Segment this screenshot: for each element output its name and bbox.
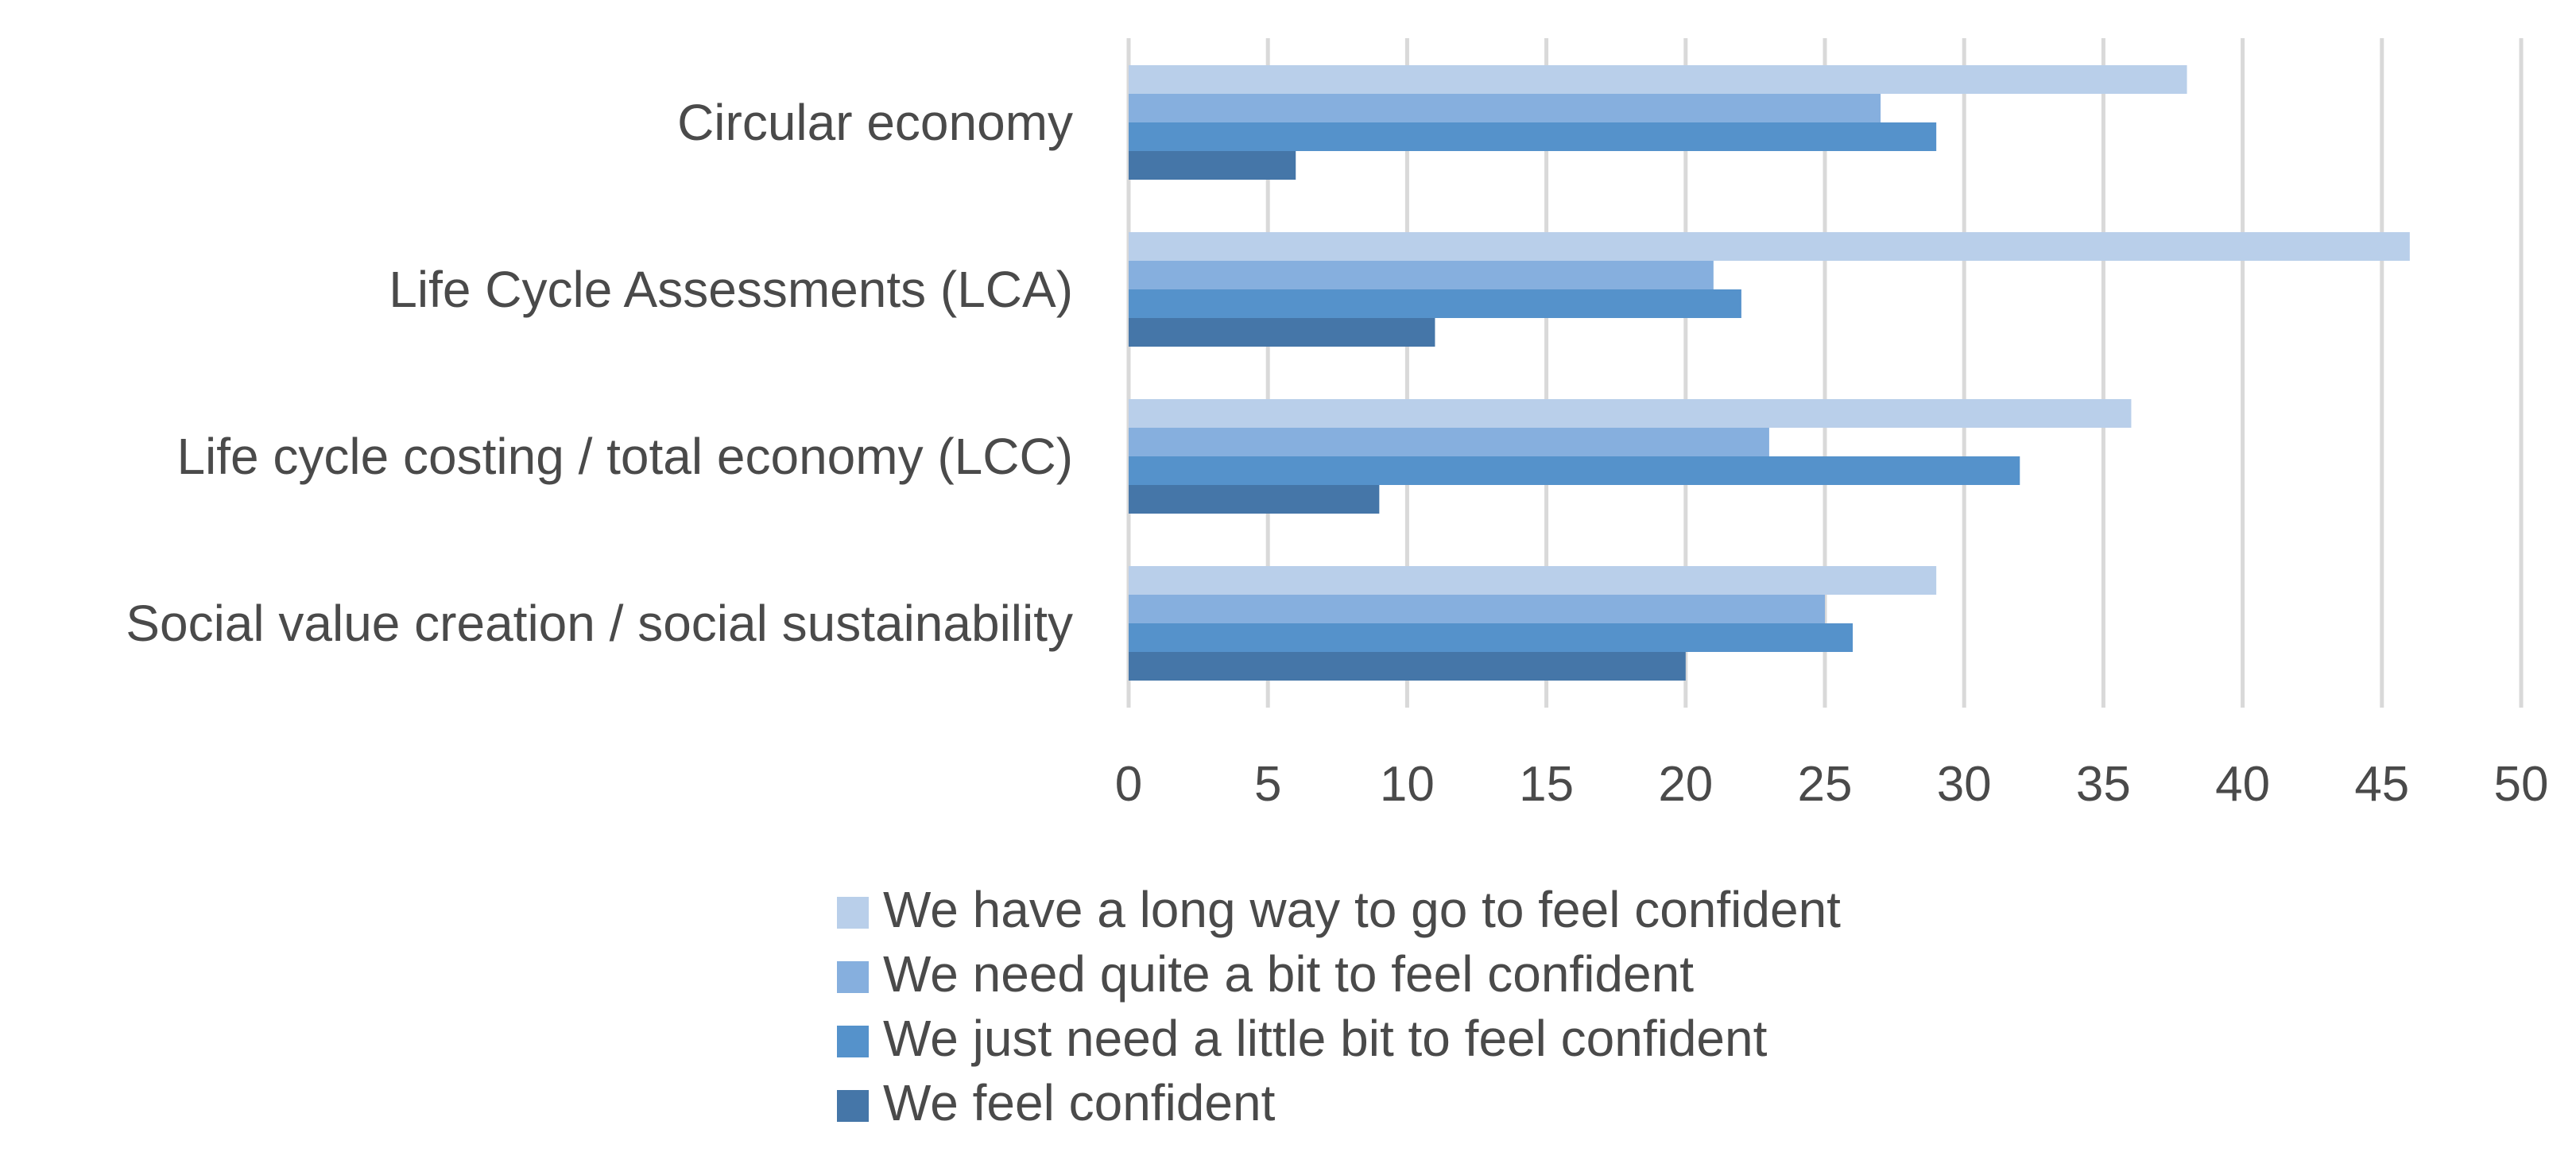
- bar: [1129, 289, 1741, 318]
- bar: [1129, 399, 2132, 428]
- legend-label: We need quite a bit to feel confident: [883, 945, 1694, 1003]
- legend: We have a long way to go to feel confide…: [837, 881, 1841, 1131]
- x-tick-label: 35: [2076, 757, 2131, 812]
- x-tick-label: 45: [2354, 757, 2409, 812]
- x-tick-labels: 0 5 10 15 20 25 30 35 40 45 50: [1115, 757, 2549, 812]
- x-tick-label: 50: [2494, 757, 2549, 812]
- bar: [1129, 122, 1937, 151]
- category-label: Circular economy: [677, 94, 1073, 151]
- bar: [1129, 94, 1881, 122]
- x-tick-label: 10: [1380, 757, 1435, 812]
- bar: [1129, 566, 1937, 595]
- bar: [1129, 595, 1825, 623]
- bar: [1129, 623, 1854, 652]
- x-tick-label: 0: [1115, 757, 1142, 812]
- x-tick-label: 40: [2215, 757, 2270, 812]
- bar: [1129, 232, 2410, 261]
- x-tick-label: 5: [1254, 757, 1281, 812]
- legend-swatch: [837, 1026, 869, 1057]
- category-labels: Circular economy Life Cycle Assessments (…: [126, 94, 1073, 652]
- bar: [1129, 151, 1296, 180]
- category-label: Life Cycle Assessments (LCA): [389, 261, 1073, 318]
- bar: [1129, 318, 1435, 347]
- category-label: Social value creation / social sustainab…: [126, 595, 1073, 652]
- bar: [1129, 428, 1769, 456]
- x-tick-label: 15: [1519, 757, 1574, 812]
- bar: [1129, 652, 1686, 681]
- x-tick-label: 25: [1798, 757, 1853, 812]
- legend-swatch: [837, 1090, 869, 1122]
- bar: [1129, 261, 1714, 289]
- legend-label: We just need a little bit to feel confid…: [883, 1010, 1768, 1067]
- legend-label: We feel confident: [883, 1074, 1276, 1131]
- legend-swatch: [837, 961, 869, 993]
- x-tick-label: 20: [1658, 757, 1713, 812]
- category-label: Life cycle costing / total economy (LCC): [176, 428, 1073, 485]
- bar: [1129, 456, 2020, 485]
- legend-swatch: [837, 897, 869, 929]
- bars: [1129, 65, 2410, 681]
- x-tick-label: 30: [1937, 757, 1992, 812]
- bar: [1129, 485, 1380, 514]
- bar: [1129, 65, 2187, 94]
- legend-label: We have a long way to go to feel confide…: [883, 881, 1841, 938]
